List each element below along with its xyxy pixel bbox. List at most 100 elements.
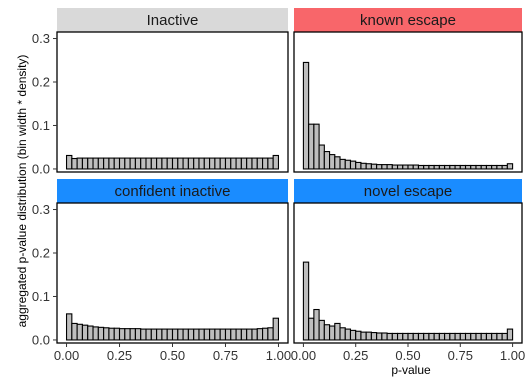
histogram-bar (407, 164, 414, 170)
histogram-bar (470, 164, 477, 170)
histogram-bar (198, 328, 205, 341)
facet-strip-label: confident inactive (115, 183, 231, 200)
y-tick-label: 0.2 (32, 75, 50, 90)
histogram-bar (145, 328, 152, 341)
histogram-bar (113, 327, 121, 341)
histogram-bar (224, 328, 232, 341)
y-tick-label: 0.2 (32, 246, 50, 261)
histogram-bar (381, 332, 388, 341)
panel-frame (56, 202, 289, 344)
histogram-bar (108, 327, 115, 341)
histogram-bar (313, 308, 320, 341)
histogram-bar (129, 157, 136, 170)
histogram-bar (187, 328, 195, 341)
histogram-bar (308, 123, 315, 170)
histogram-bar (81, 157, 89, 170)
histogram-bar (272, 317, 280, 341)
histogram-bar (150, 157, 158, 170)
histogram-bar (150, 328, 158, 341)
histogram-bar (444, 164, 451, 170)
histogram-bar (402, 164, 409, 170)
histogram-bar (246, 328, 253, 341)
facet-panels: Inactive 0.0 0.1 0.2 0.3 known escape confiden… (32, 8, 525, 363)
histogram-bar (240, 157, 248, 170)
histogram-bar (156, 328, 163, 341)
facet-panel-inactive: Inactive 0.0 0.1 0.2 0.3 (32, 8, 289, 176)
histogram-bar (349, 329, 357, 341)
histogram-bar (203, 328, 211, 341)
histogram-bar (240, 328, 248, 341)
histogram-bar (198, 157, 205, 170)
histogram-bar (113, 157, 121, 170)
histogram-bar (459, 164, 467, 170)
facet-strip (57, 179, 288, 203)
histogram-bar (166, 157, 174, 170)
histogram-bar (464, 164, 472, 170)
histogram-bar (267, 327, 274, 341)
histogram-bar (272, 154, 280, 170)
histogram-bar (381, 164, 388, 170)
histogram-bar (496, 332, 503, 341)
histogram-bar (339, 327, 346, 341)
histogram-bar (464, 332, 472, 341)
histogram-bar (87, 157, 94, 170)
x-tick-label: 0.25 (343, 348, 368, 363)
histogram-bar (501, 164, 508, 170)
histogram-bar (318, 319, 325, 341)
facet-panel-confident-inactive: confident inactive 0.0 0.1 0.2 0.3 0.00 0.25 0.… (32, 179, 291, 363)
histogram-bar (267, 157, 274, 170)
histogram-bar (329, 154, 336, 170)
histogram-bar (459, 332, 467, 341)
histogram-bar (444, 332, 451, 341)
histogram-bar (396, 332, 404, 341)
histogram-bar (485, 164, 493, 170)
histogram-bar (475, 164, 482, 170)
histogram-bar (417, 164, 425, 170)
x-tick-label: 1.00 (500, 348, 525, 363)
histogram-bar (103, 157, 110, 170)
histogram-bar (81, 324, 89, 341)
histogram-bar (87, 325, 94, 341)
histogram-bar (501, 332, 508, 341)
histogram-bar (103, 327, 110, 341)
histogram-bar (449, 164, 456, 170)
histogram-bar (402, 332, 409, 341)
histogram-bar (318, 144, 325, 170)
histogram-bar (97, 326, 105, 341)
histogram-bar (412, 332, 420, 341)
facet-strip-label: Inactive (147, 12, 199, 29)
histogram-bar (302, 61, 310, 170)
facet-strip-label: novel escape (364, 183, 452, 200)
histogram-bar (161, 328, 168, 341)
histogram-bar (140, 328, 147, 341)
histogram-bar (92, 157, 99, 170)
histogram-bar (423, 332, 430, 341)
y-tick-label: 0.0 (32, 161, 50, 176)
histogram-bar (134, 328, 142, 341)
histogram-bar (480, 164, 487, 170)
histogram-bar (491, 164, 498, 170)
histogram-bar (329, 325, 336, 341)
histogram-bar (485, 332, 493, 341)
histogram-bar (156, 157, 163, 170)
histogram-bar (428, 164, 435, 170)
histogram-bar (370, 163, 378, 170)
histogram-bar (491, 332, 498, 341)
histogram-bar (412, 164, 420, 170)
panel-frame (56, 31, 289, 173)
histogram-bar (360, 331, 367, 341)
histogram-bar (438, 164, 446, 170)
facet-panel-novel-escape: novel escape 0.00 0.25 0.50 0.75 1.00 (291, 179, 525, 363)
facet-strip (57, 8, 288, 32)
histogram-bar (344, 159, 352, 170)
histogram-bar (391, 164, 399, 170)
histogram-bar (134, 157, 142, 170)
histogram-bar (214, 157, 221, 170)
histogram-bar (262, 327, 269, 341)
x-tick-label: 0.50 (160, 348, 185, 363)
histogram-bar (203, 157, 211, 170)
panel-frame (293, 31, 523, 173)
histogram-bar (423, 164, 430, 170)
histogram-bar (454, 164, 461, 170)
histogram-bar (124, 157, 131, 170)
